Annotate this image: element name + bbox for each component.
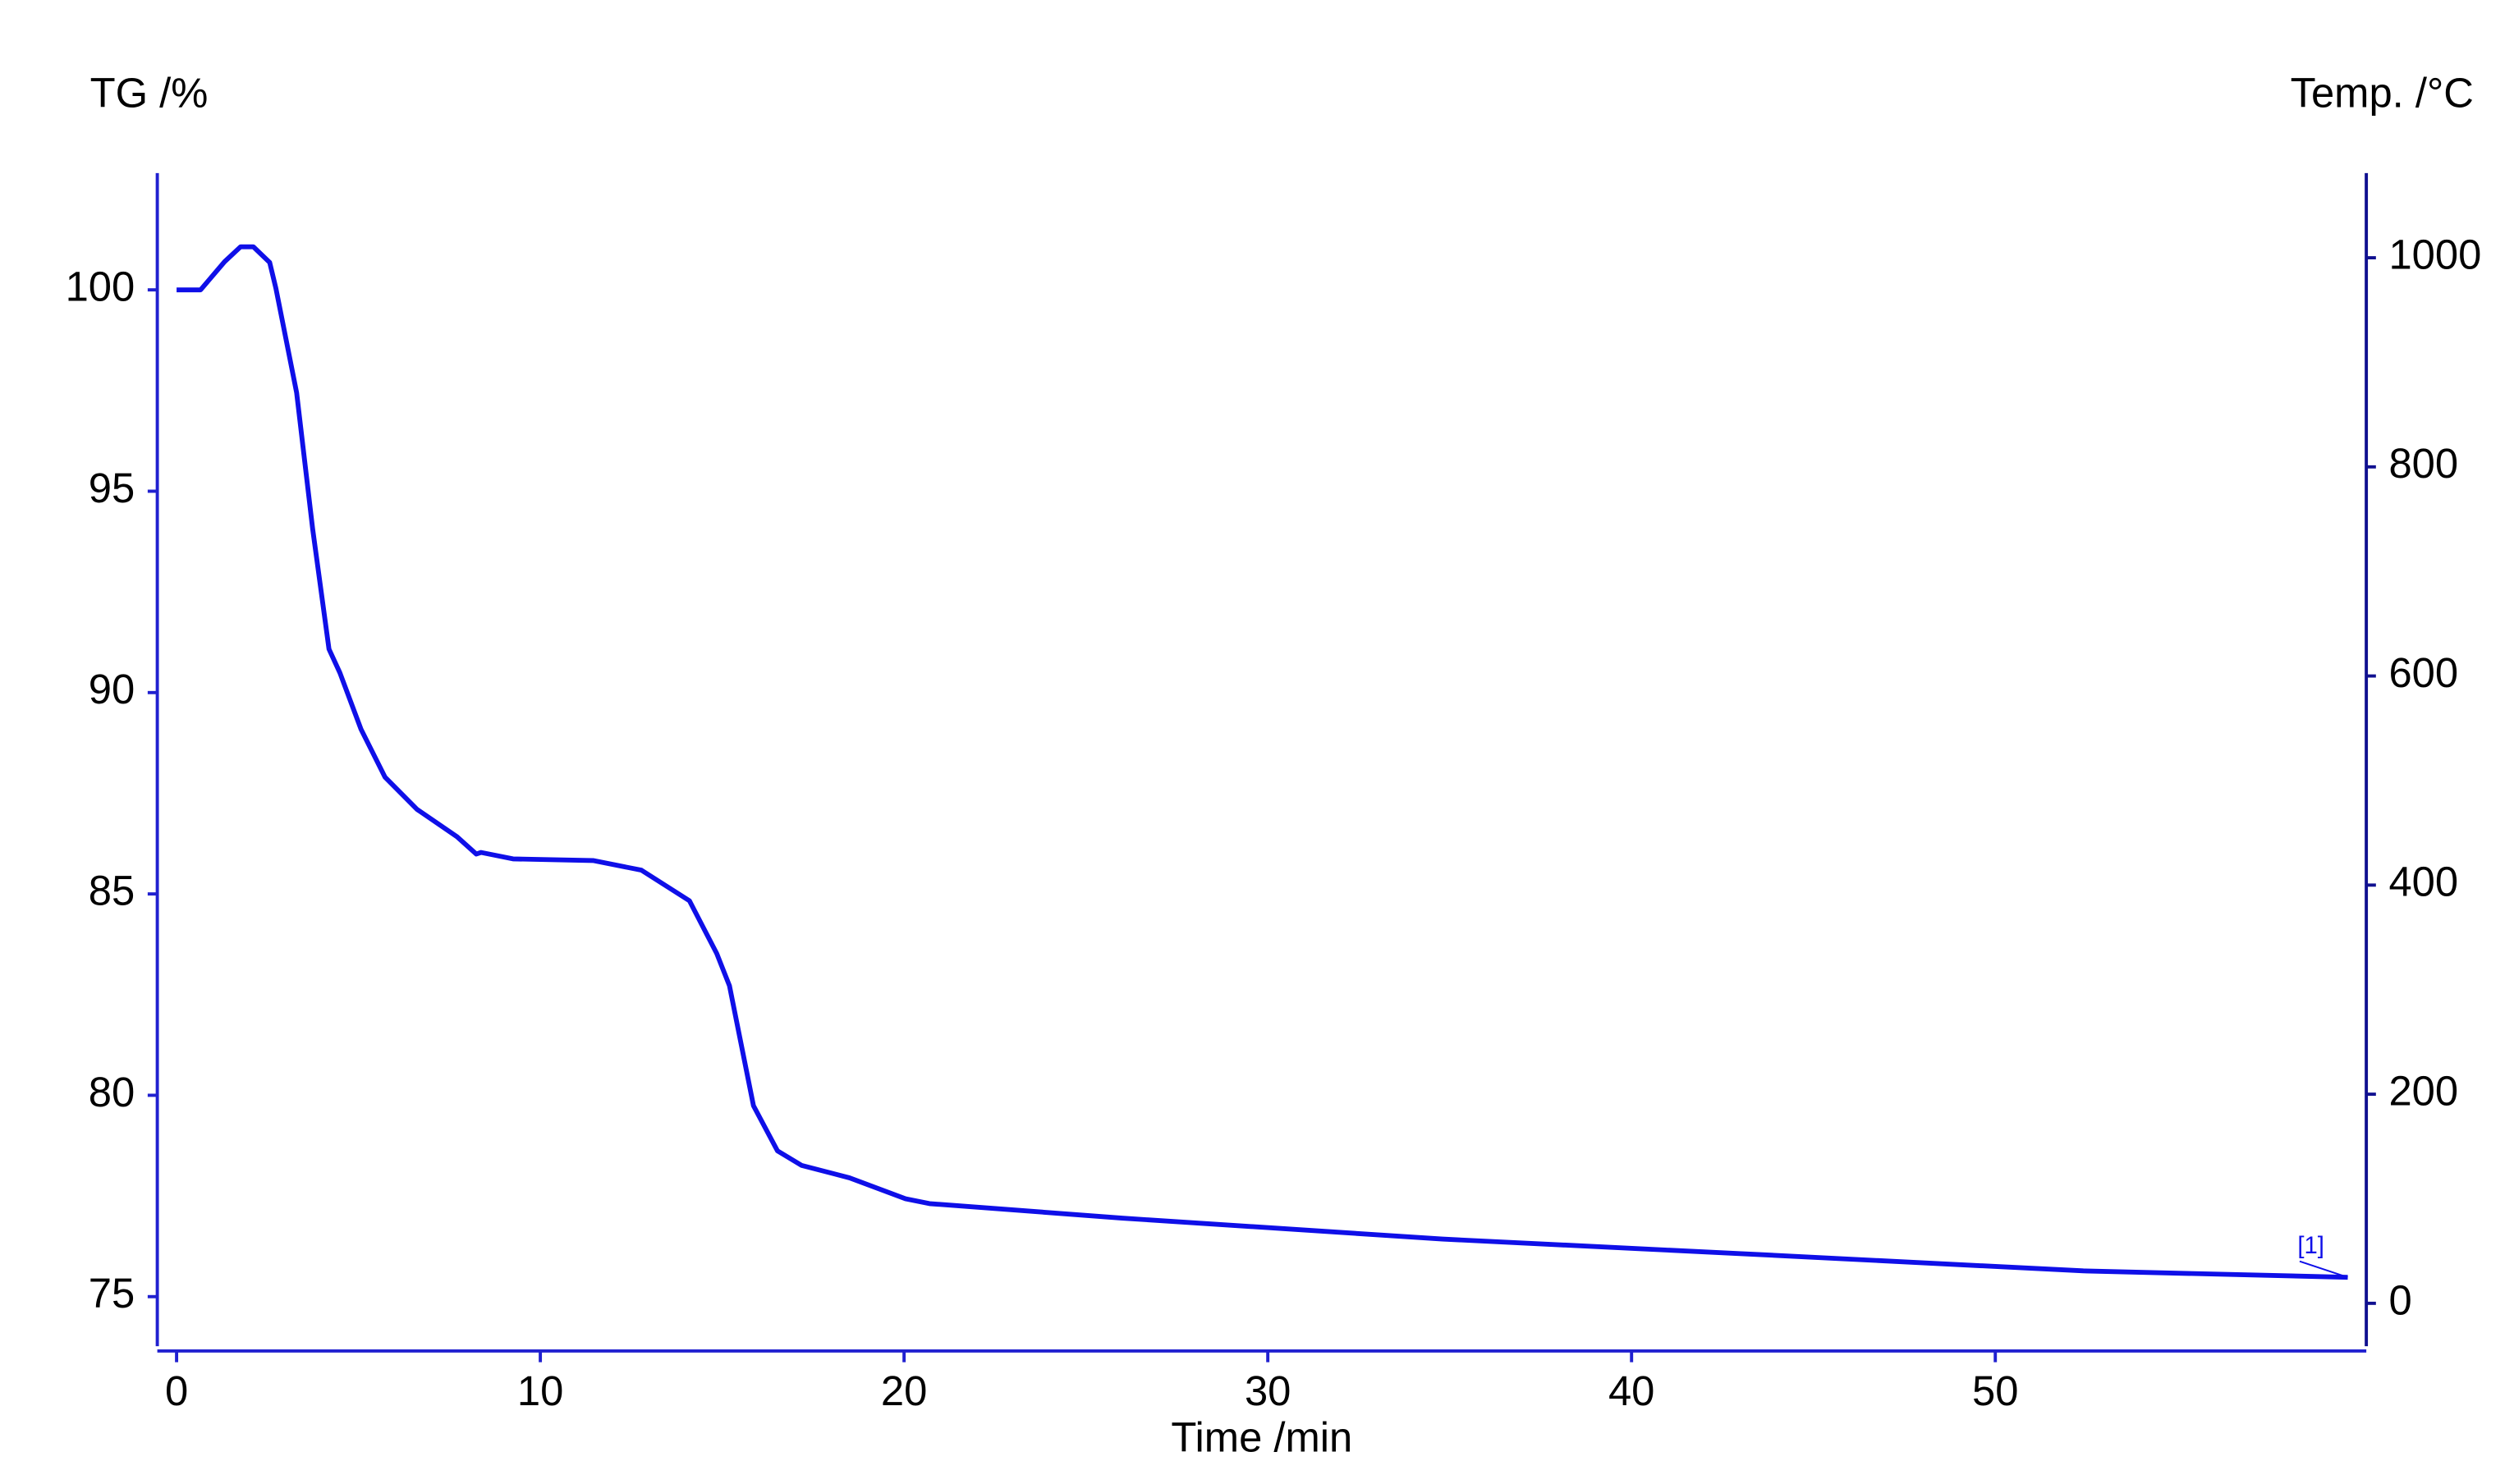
- x-tick-label: 20: [881, 1367, 927, 1414]
- y-tick-label: 95: [89, 465, 135, 511]
- y-tick-label: 80: [89, 1069, 135, 1115]
- y-tick-label: 85: [89, 868, 135, 914]
- y2-tick-label: 0: [2388, 1276, 2411, 1323]
- y2-tick-label: 1000: [2388, 231, 2481, 277]
- annotation: [1]: [2297, 1232, 2324, 1259]
- x-tick-label: 10: [517, 1367, 563, 1414]
- annotation-leader: [2299, 1260, 2348, 1279]
- x-tick-label: 40: [1608, 1367, 1654, 1414]
- y2-tick-label: 600: [2388, 649, 2458, 696]
- y2-tick-label: 800: [2388, 440, 2458, 487]
- tg-line: [177, 244, 2348, 1280]
- y-tick-label: 75: [89, 1270, 135, 1317]
- y-tick-label: 90: [89, 666, 135, 712]
- x-tick-label: 0: [165, 1367, 188, 1414]
- y2-tick-label: 400: [2388, 859, 2458, 905]
- y2-tick-label: 200: [2388, 1068, 2458, 1115]
- y-axis-label: TG /%: [90, 70, 209, 117]
- x-tick-label: 50: [1972, 1367, 2018, 1414]
- x-tick-label: 30: [1245, 1367, 1291, 1414]
- y-tick-label: 100: [66, 263, 135, 310]
- y2-axis-label: Temp. /°C: [2291, 70, 2474, 117]
- x-axis-label: Time /min: [1171, 1414, 1352, 1461]
